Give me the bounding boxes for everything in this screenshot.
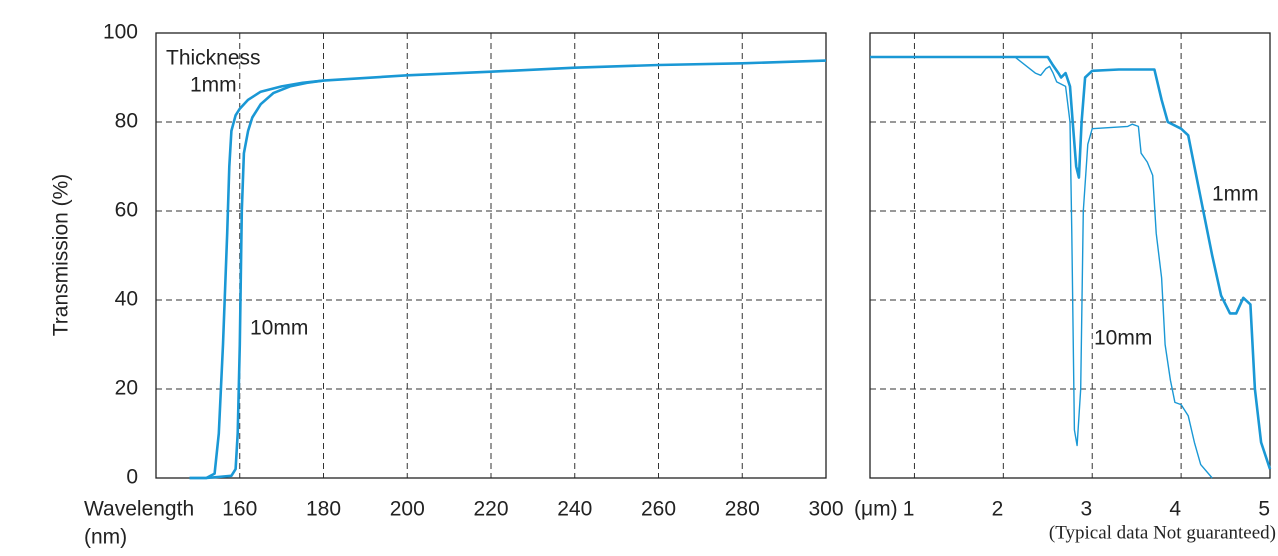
y-tick-label: 60: [115, 199, 138, 222]
x-tick-label: 160: [222, 498, 257, 521]
series-line: [870, 56, 1213, 479]
x-tick-label: 5: [1258, 498, 1270, 521]
x-axis-unit: (nm): [84, 526, 127, 549]
series-label: 1mm: [1212, 183, 1259, 206]
plot-frame: [155, 32, 827, 479]
x-tick-label: 180: [306, 498, 341, 521]
x-tick-label: 280: [725, 498, 760, 521]
y-tick-label: 100: [103, 21, 138, 44]
x-tick-label: 200: [390, 498, 425, 521]
x-axis-title: Wavelength: [84, 498, 194, 521]
y-tick-label: 0: [126, 466, 138, 489]
y-tick-label: 40: [115, 288, 138, 311]
x-tick-label: 220: [473, 498, 508, 521]
series-line: [189, 79, 324, 480]
series-label: 10mm: [250, 317, 308, 340]
x-tick-label: 2: [992, 498, 1004, 521]
x-tick-label: 260: [641, 498, 676, 521]
y-axis-title: Transmission (%): [50, 174, 73, 337]
y-tick-label: 20: [115, 377, 138, 400]
x-axis-title: (μm): [854, 498, 898, 521]
x-tick-label: 4: [1169, 498, 1181, 521]
series-line: [870, 55, 1272, 470]
y-tick-label: 80: [115, 110, 138, 133]
annotation: Thickness: [166, 47, 261, 70]
x-tick-label: 300: [808, 498, 843, 521]
footnote: (Typical data Not guaranteed): [1049, 522, 1276, 543]
series-line: [189, 59, 827, 480]
x-tick-label: 240: [557, 498, 592, 521]
plot-frame: [869, 32, 1271, 479]
x-tick-label: 1: [903, 498, 915, 521]
series-label: 1mm: [190, 74, 237, 97]
series-label: 10mm: [1094, 327, 1152, 350]
x-tick-label: 3: [1081, 498, 1093, 521]
